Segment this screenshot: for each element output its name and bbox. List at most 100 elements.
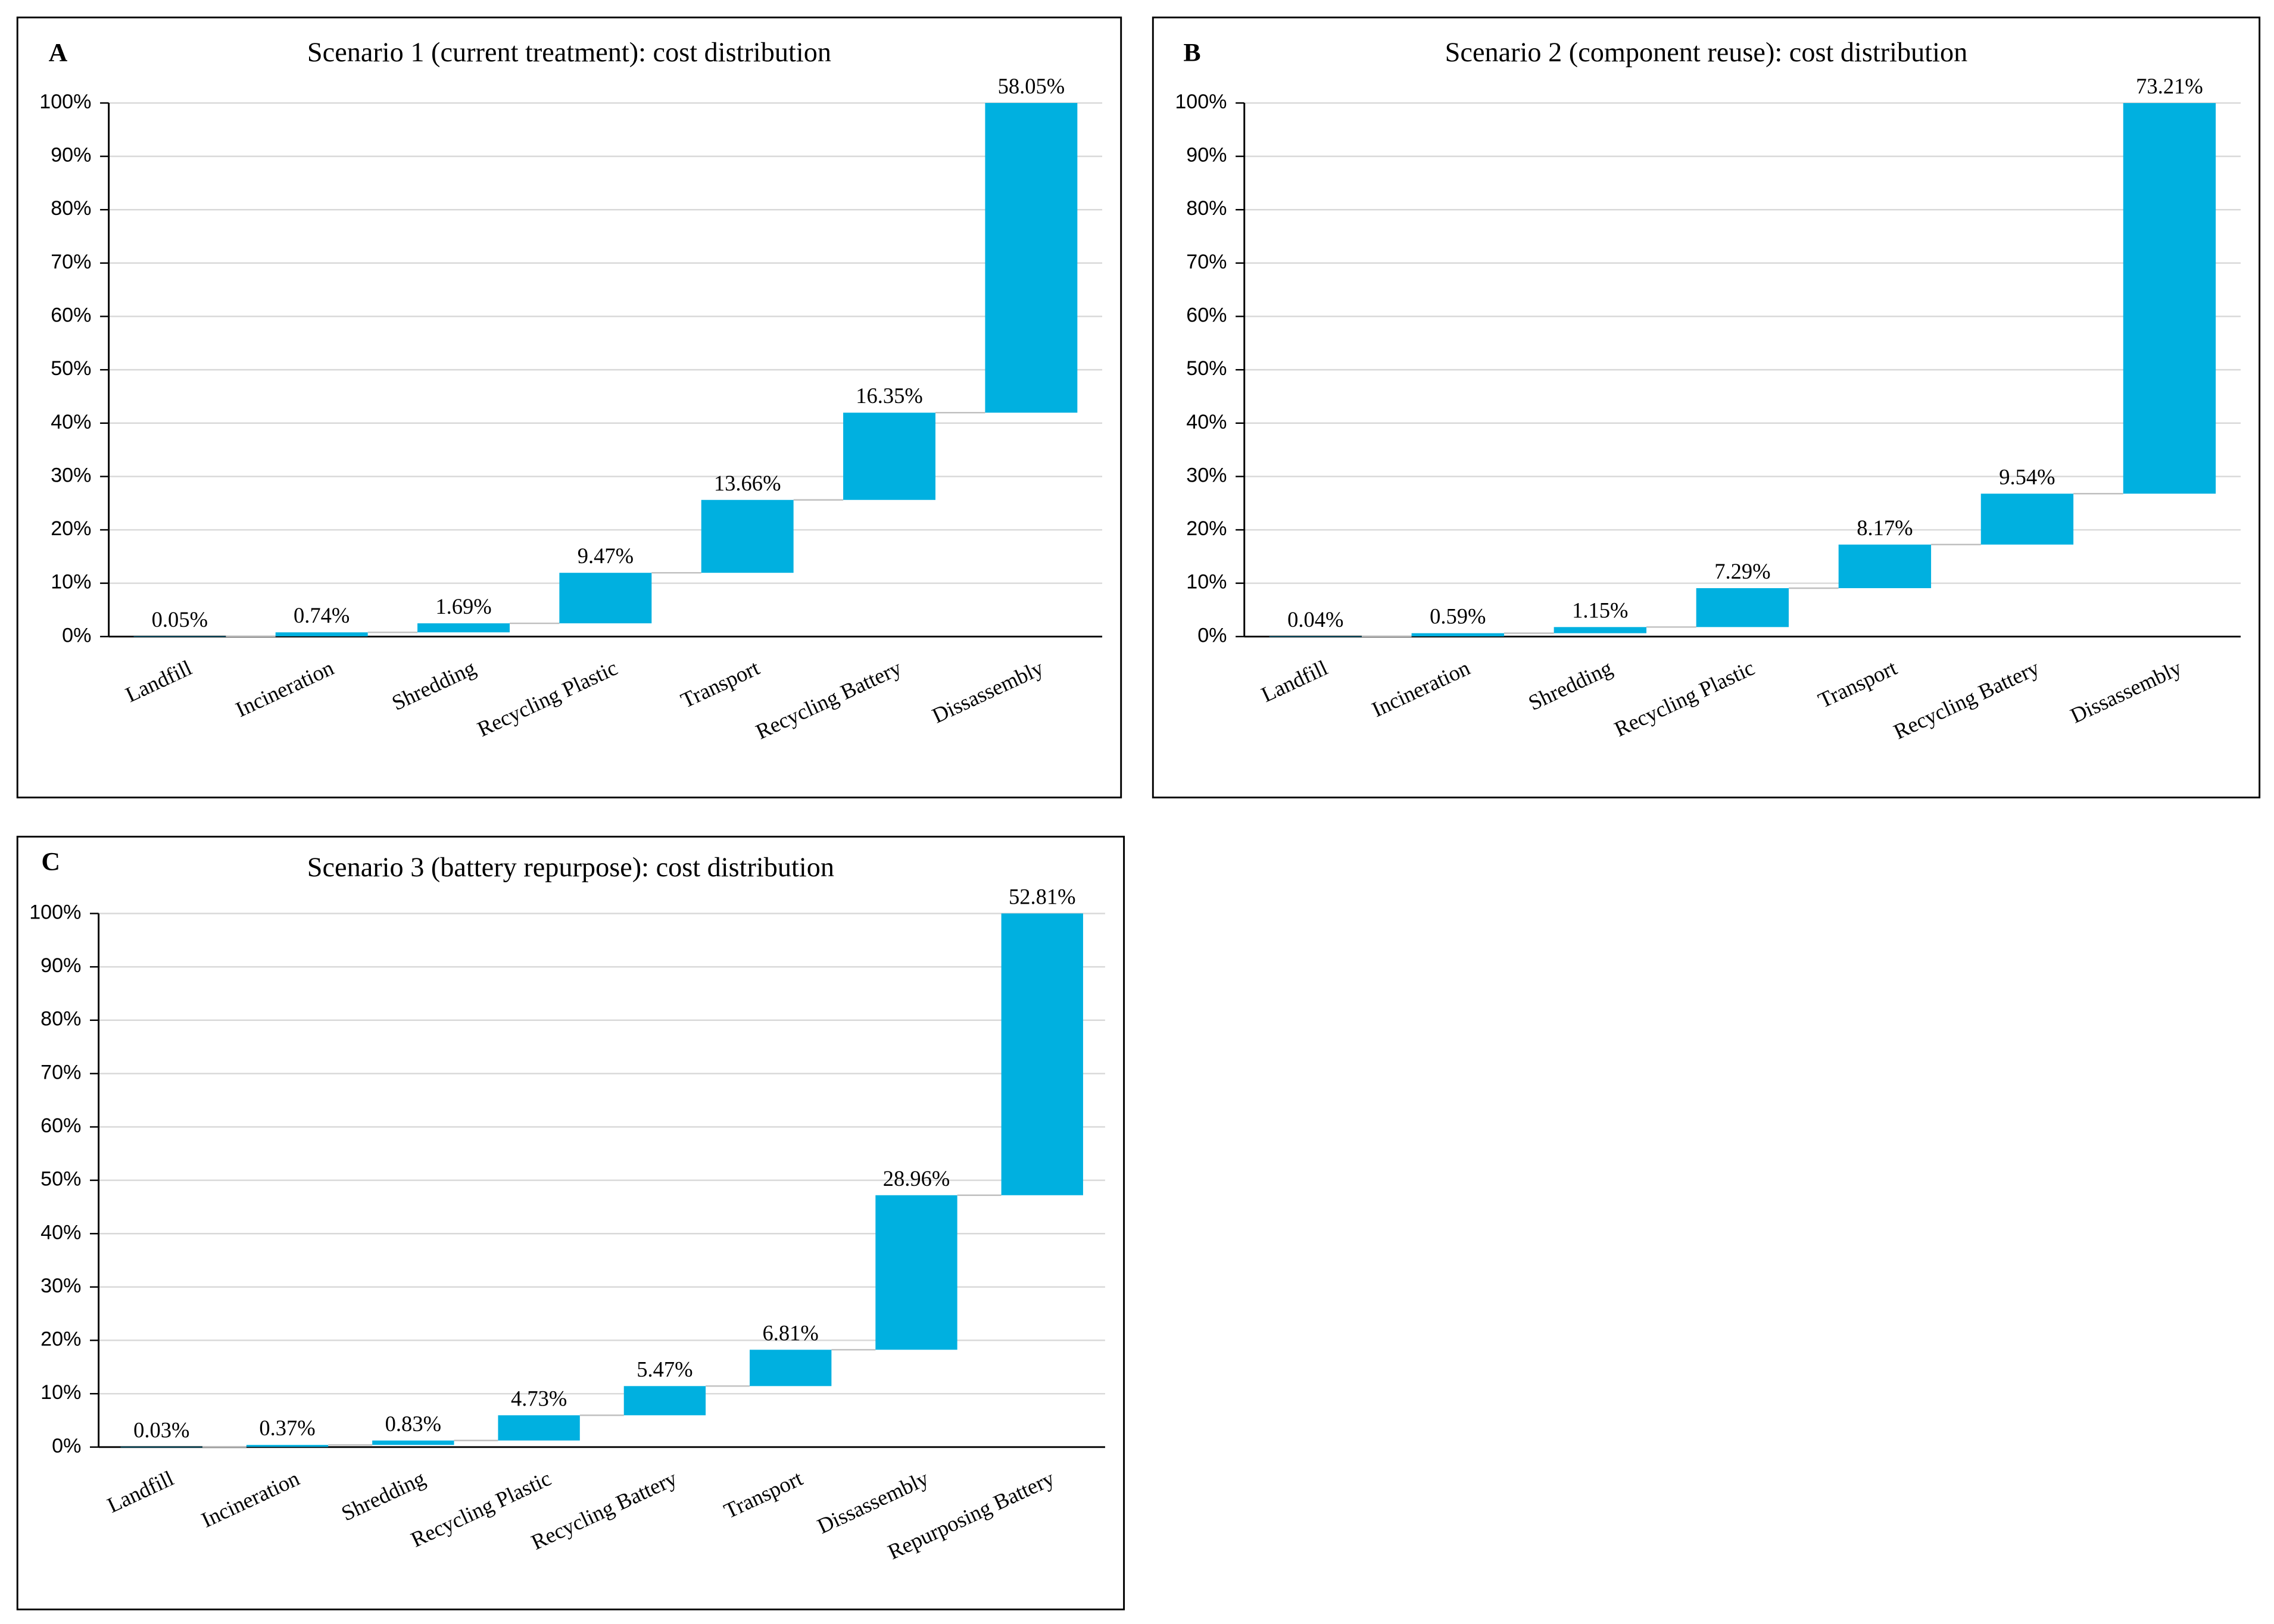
x-tick-label: Shredding bbox=[1524, 655, 1615, 716]
y-tick-label: 70% bbox=[1186, 251, 1227, 273]
bar bbox=[1554, 627, 1647, 633]
bar bbox=[417, 623, 510, 633]
y-tick-label: 10% bbox=[40, 1381, 81, 1404]
chart-title: Scenario 1 (current treatment): cost dis… bbox=[307, 38, 831, 68]
y-tick-label: 60% bbox=[51, 304, 91, 327]
y-tick-label: 100% bbox=[1175, 90, 1227, 113]
x-tick-label: Incineration bbox=[232, 655, 337, 722]
chart-panel: A Scenario 1 (current treatment): cost di… bbox=[16, 16, 1122, 799]
bar bbox=[246, 1445, 329, 1447]
panel-letter: A bbox=[49, 39, 68, 67]
value-label: 9.54% bbox=[1999, 464, 2055, 489]
panel-frame bbox=[16, 16, 1122, 799]
y-tick-label: 30% bbox=[40, 1275, 81, 1297]
bar bbox=[498, 1415, 580, 1441]
x-tick-label: Recycling Plastic bbox=[473, 655, 621, 742]
value-label: 13.66% bbox=[714, 471, 781, 495]
value-label: 8.17% bbox=[1857, 516, 1913, 540]
x-tick-label: Transport bbox=[720, 1466, 806, 1523]
y-tick-label: 40% bbox=[1186, 411, 1227, 433]
value-label: 5.47% bbox=[637, 1357, 693, 1381]
x-tick-label: Transport bbox=[677, 655, 763, 713]
value-label: 73.21% bbox=[2136, 74, 2203, 98]
panel-frame bbox=[1152, 16, 2261, 799]
y-tick-label: 30% bbox=[51, 464, 91, 486]
y-tick-label: 90% bbox=[1186, 144, 1227, 167]
x-tick-label: Shredding bbox=[338, 1466, 429, 1526]
y-tick-label: 70% bbox=[51, 251, 91, 273]
x-tick-label: Landfill bbox=[1258, 655, 1331, 707]
y-tick-label: 80% bbox=[1186, 197, 1227, 220]
y-tick-label: 100% bbox=[39, 90, 91, 113]
x-tick-label: Recycling Battery bbox=[1890, 655, 2044, 744]
panel-letter: B bbox=[1183, 39, 1200, 67]
y-tick-label: 0% bbox=[1197, 624, 1227, 647]
y-tick-label: 0% bbox=[52, 1435, 81, 1457]
value-label: 9.47% bbox=[578, 544, 634, 568]
x-tick-label: Dissassembly bbox=[2067, 655, 2186, 727]
y-tick-label: 30% bbox=[1186, 464, 1227, 486]
value-label: 58.05% bbox=[998, 74, 1065, 98]
y-tick-label: 40% bbox=[40, 1221, 81, 1244]
value-label: 0.59% bbox=[1430, 604, 1486, 629]
bar bbox=[1838, 544, 1932, 588]
bar bbox=[701, 499, 794, 573]
bar bbox=[875, 1195, 957, 1350]
y-tick-label: 20% bbox=[1186, 517, 1227, 540]
bar bbox=[559, 573, 652, 624]
y-tick-label: 20% bbox=[40, 1328, 81, 1351]
x-tick-label: Dissassembly bbox=[928, 655, 1047, 727]
bar bbox=[623, 1386, 706, 1416]
bar bbox=[372, 1440, 454, 1445]
value-label: 1.69% bbox=[435, 594, 491, 619]
y-tick-label: 90% bbox=[40, 954, 81, 977]
panel-letter: C bbox=[41, 848, 60, 876]
x-tick-label: Recycling Battery bbox=[752, 655, 906, 744]
bar bbox=[1001, 913, 1083, 1195]
y-tick-label: 60% bbox=[1186, 304, 1227, 327]
y-tick-label: 80% bbox=[40, 1008, 81, 1030]
y-tick-label: 100% bbox=[29, 901, 81, 923]
bar bbox=[275, 632, 368, 636]
bar bbox=[1269, 636, 1362, 637]
value-label: 0.05% bbox=[152, 607, 208, 632]
y-tick-label: 50% bbox=[40, 1168, 81, 1191]
value-label: 16.35% bbox=[856, 383, 923, 408]
chart-title: Scenario 3 (battery repurpose): cost dis… bbox=[307, 852, 834, 883]
bar bbox=[843, 413, 935, 500]
y-tick-label: 10% bbox=[1186, 571, 1227, 594]
bar bbox=[750, 1350, 832, 1386]
value-label: 6.81% bbox=[763, 1320, 819, 1345]
y-tick-label: 40% bbox=[51, 411, 91, 433]
bar bbox=[120, 1447, 202, 1448]
y-tick-label: 60% bbox=[40, 1114, 81, 1137]
value-label: 0.37% bbox=[259, 1416, 315, 1440]
chart-panel: C Scenario 3 (battery repurpose): cost di… bbox=[16, 835, 1125, 1611]
bar bbox=[2123, 103, 2216, 494]
x-tick-label: Incineration bbox=[1368, 655, 1473, 722]
bar bbox=[1411, 633, 1504, 636]
y-tick-label: 0% bbox=[62, 624, 91, 647]
bar bbox=[985, 102, 1078, 413]
bar bbox=[1980, 494, 2074, 545]
value-label: 7.29% bbox=[1714, 559, 1770, 583]
chart-panel: B Scenario 2 (component reuse): cost dist… bbox=[1152, 16, 2261, 799]
y-tick-label: 80% bbox=[51, 197, 91, 220]
y-tick-label: 70% bbox=[40, 1061, 81, 1083]
value-label: 52.81% bbox=[1009, 884, 1076, 908]
x-tick-label: Landfill bbox=[121, 655, 195, 707]
y-tick-label: 20% bbox=[51, 517, 91, 540]
y-tick-label: 50% bbox=[1186, 357, 1227, 380]
x-tick-label: Incineration bbox=[198, 1466, 303, 1532]
value-label: 0.03% bbox=[133, 1418, 189, 1442]
value-label: 0.74% bbox=[294, 603, 350, 627]
value-label: 0.04% bbox=[1287, 607, 1343, 632]
y-tick-label: 50% bbox=[51, 357, 91, 380]
panel-frame bbox=[16, 835, 1125, 1611]
chart-title: Scenario 2 (component reuse): cost distr… bbox=[1445, 38, 1968, 68]
x-tick-label: Transport bbox=[1814, 655, 1901, 713]
value-label: 28.96% bbox=[883, 1166, 950, 1191]
x-tick-label: Recycling Plastic bbox=[1611, 655, 1758, 742]
